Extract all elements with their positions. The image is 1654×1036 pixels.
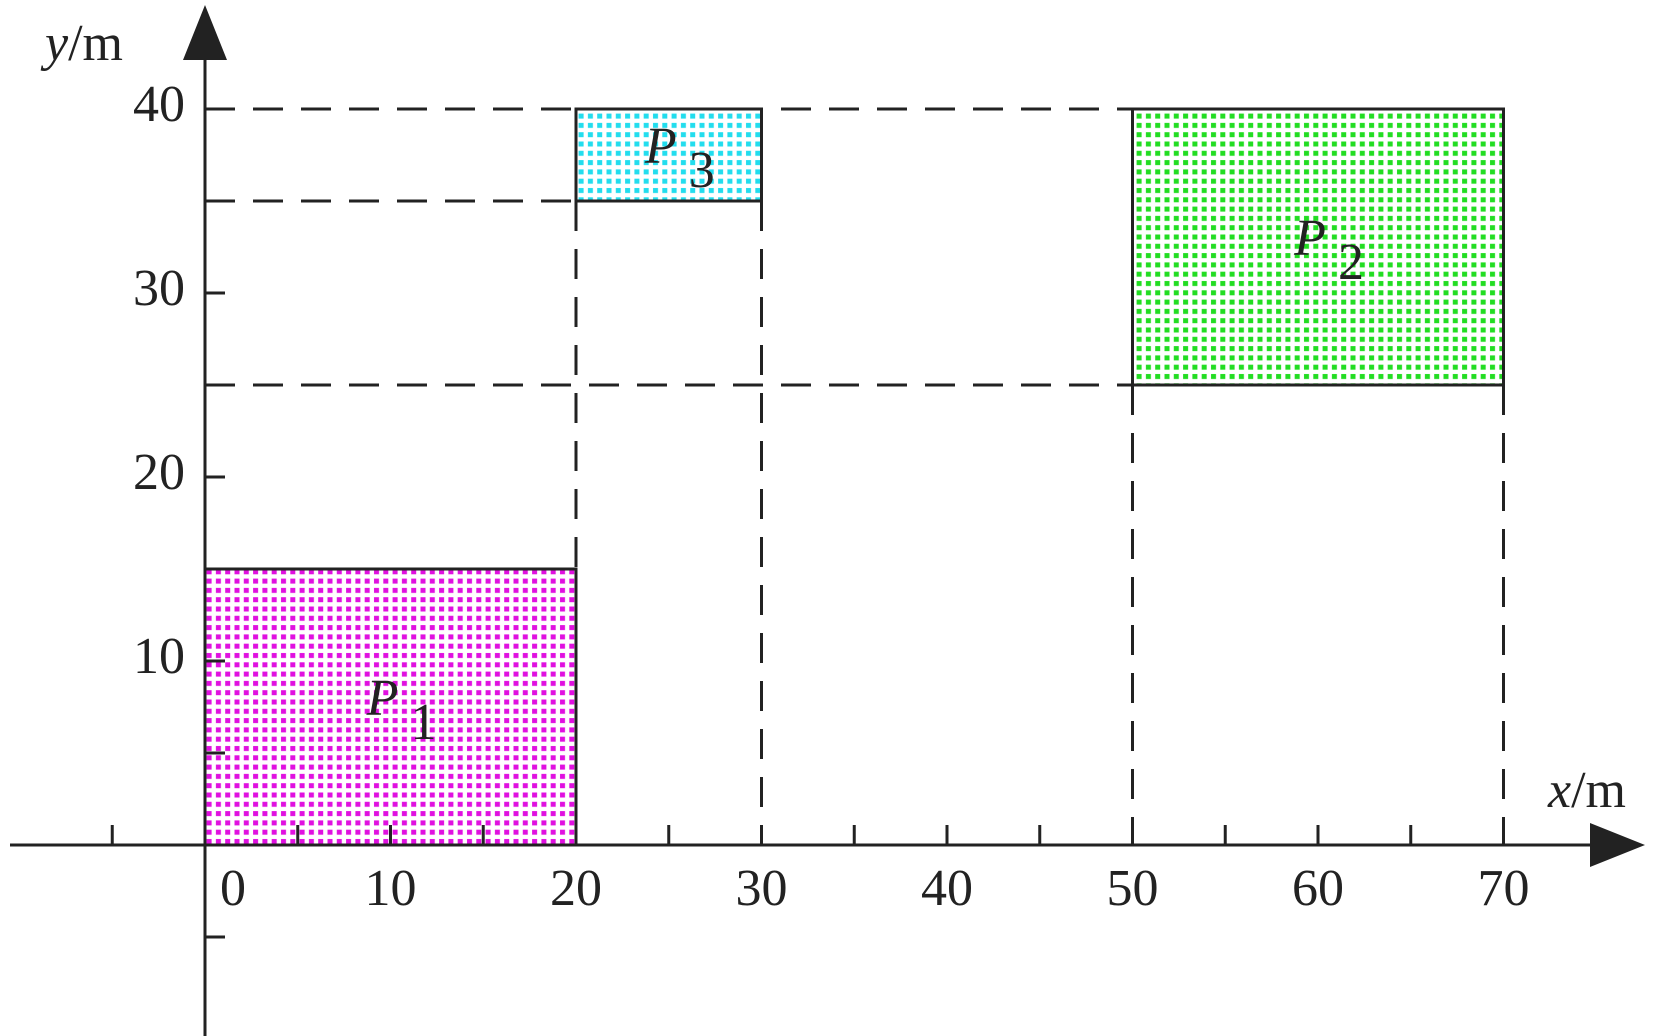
y-tick-label: 20 (133, 444, 185, 501)
y_label-unit: /m (68, 15, 123, 72)
x-tick-label: 70 (1478, 860, 1530, 917)
x_label-var: x (1547, 762, 1571, 819)
x-tick-label: 10 (365, 860, 417, 917)
x-tick-label: 50 (1107, 860, 1159, 917)
region-label: P (1293, 210, 1326, 267)
x-tick-label: 60 (1292, 860, 1344, 917)
y-tick-label: 30 (133, 260, 185, 317)
x-label: x/m (1547, 762, 1626, 819)
region-label: P (366, 670, 399, 727)
x-arrow (1590, 823, 1645, 867)
region-label: P (644, 118, 677, 175)
y-tick-label: 10 (133, 628, 185, 685)
region (574, 107, 763, 203)
x-tick-label: 30 (736, 860, 788, 917)
y-label: y/m (40, 15, 123, 72)
x_label-unit: /m (1571, 762, 1626, 819)
x-tick-label: 40 (921, 860, 973, 917)
y_label-var: y (40, 15, 69, 72)
region-subscript: 3 (689, 142, 715, 199)
x-tick-label: 0 (220, 860, 246, 917)
y-tick-label: 40 (133, 76, 185, 133)
region-subscript: 1 (411, 694, 437, 751)
region (203, 567, 578, 847)
region-subscript: 2 (1338, 234, 1364, 291)
x-tick-label: 20 (550, 860, 602, 917)
y-arrow (183, 5, 227, 60)
region (1131, 107, 1505, 387)
